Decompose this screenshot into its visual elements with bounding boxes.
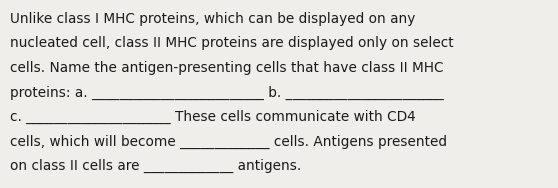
Text: cells, which will become _____________ cells. Antigens presented: cells, which will become _____________ c… (10, 134, 447, 149)
Text: nucleated cell, class II MHC proteins are displayed only on select: nucleated cell, class II MHC proteins ar… (10, 36, 454, 51)
Text: c. _____________________ These cells communicate with CD4: c. _____________________ These cells com… (10, 110, 416, 124)
Text: on class II cells are _____________ antigens.: on class II cells are _____________ anti… (10, 159, 301, 173)
Text: cells. Name the antigen-presenting cells that have class II MHC: cells. Name the antigen-presenting cells… (10, 61, 444, 75)
Text: proteins: a. _________________________ b. _______________________: proteins: a. _________________________ b… (10, 86, 444, 100)
Text: Unlike class I MHC proteins, which can be displayed on any: Unlike class I MHC proteins, which can b… (10, 12, 415, 26)
